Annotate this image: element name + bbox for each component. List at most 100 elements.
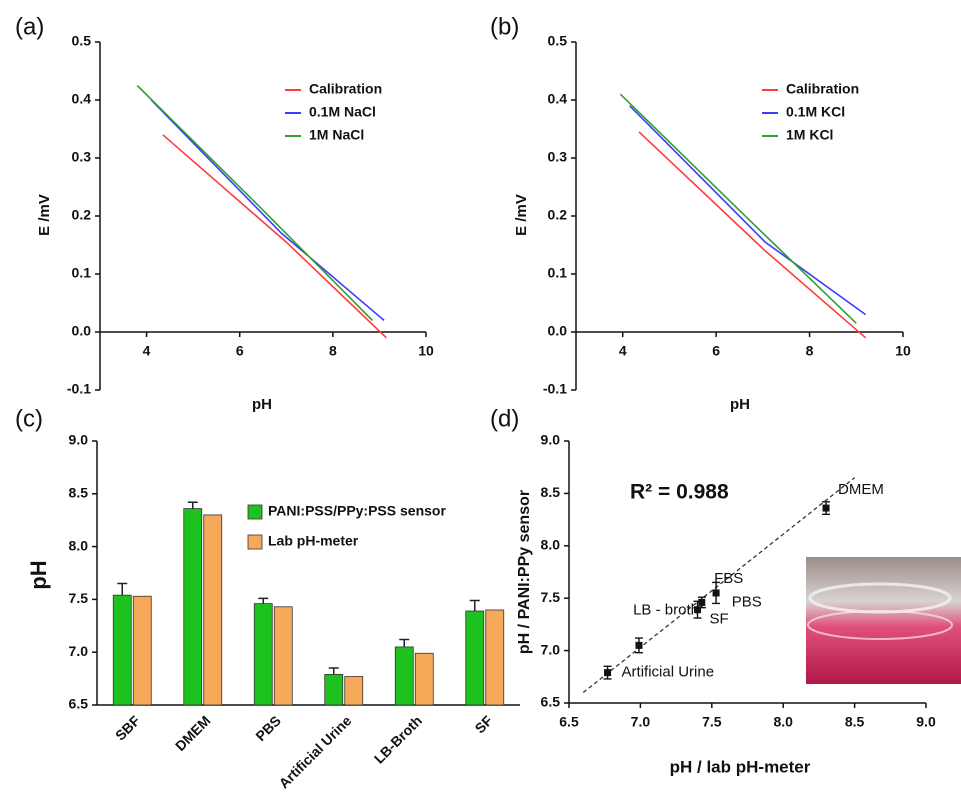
legend-label: PANI:PSS/PPy:PSS sensor [268, 503, 446, 519]
bar [324, 673, 344, 706]
y-tick-label: 0.5 [548, 33, 568, 49]
y-tick-label: 0.2 [548, 207, 568, 223]
point-label: PBS [732, 593, 762, 610]
x-axis-label: pH / lab pH-meter [670, 757, 811, 776]
y-tick-label: 0.1 [548, 265, 568, 281]
y-tick-label: 6.5 [541, 694, 561, 710]
x-tick-label: SBF [112, 712, 143, 743]
error-bar [258, 597, 269, 604]
x-tick-label: 4 [619, 343, 627, 359]
x-axis-label: pH [252, 396, 272, 413]
y-tick-label: 8.5 [69, 485, 89, 501]
x-tick-label: Artificial Urine [276, 712, 355, 791]
y-tick-label: 7.5 [69, 590, 89, 606]
point [712, 589, 720, 597]
point-label: SF [710, 611, 729, 628]
bar [183, 508, 203, 706]
y-tick-label: 6.5 [69, 696, 89, 712]
y-tick-label: 8.0 [541, 537, 561, 553]
bar [414, 652, 434, 706]
point [604, 669, 612, 677]
x-tick-label: 10 [418, 343, 434, 359]
error-bar [117, 582, 128, 596]
x-tick-label: LB-Broth [371, 712, 425, 766]
y-axis-label: pH [26, 560, 51, 589]
x-tick-label: 6 [712, 343, 720, 359]
x-tick-label: 8.5 [845, 714, 865, 730]
legend-label: Calibration [309, 81, 382, 97]
bar [344, 676, 364, 706]
y-tick-label: 7.5 [541, 589, 561, 605]
legend-label: 0.1M KCl [786, 104, 845, 120]
y-tick-label: 0.4 [72, 91, 92, 107]
point-label: DMEM [838, 481, 884, 498]
bar [132, 595, 152, 706]
point [698, 598, 706, 606]
y-tick-label: 0.5 [72, 33, 92, 49]
y-tick-label: 8.0 [69, 537, 89, 553]
y-tick-label: 0.0 [72, 323, 92, 339]
x-tick-label: 7.0 [631, 714, 651, 730]
bar [112, 594, 132, 706]
legend-label: 1M NaCl [309, 127, 364, 143]
x-tick-label: 8.0 [773, 714, 793, 730]
point [822, 504, 830, 512]
point [694, 606, 702, 614]
x-tick-label: 8 [806, 343, 814, 359]
y-tick-label: 8.5 [541, 484, 561, 500]
legend-swatch [247, 504, 263, 520]
series-line [162, 134, 387, 339]
legend-swatch [247, 534, 263, 550]
point [635, 641, 643, 649]
legend-label: 1M KCl [786, 127, 833, 143]
x-tick-label: 6.5 [559, 714, 579, 730]
y-tick-label: 0.3 [72, 149, 92, 165]
point-label: LB - broth [633, 601, 699, 618]
x-tick-label: 8 [329, 343, 337, 359]
series-line [629, 105, 867, 316]
bar [465, 610, 485, 706]
y-tick-label: 9.0 [541, 432, 561, 448]
y-tick-label: 0.4 [548, 91, 568, 107]
y-tick-label: 0.2 [72, 207, 92, 223]
error-bar [187, 501, 198, 509]
bar [203, 514, 223, 706]
y-tick-label: -0.1 [543, 381, 567, 397]
x-tick-label: 10 [895, 343, 911, 359]
point-label: Artificial Urine [622, 664, 715, 681]
x-tick-label: 4 [143, 343, 151, 359]
bar [485, 609, 505, 706]
panel-label: (a) [15, 13, 44, 40]
bar [273, 606, 293, 706]
error-bar [328, 667, 339, 675]
series-line [638, 131, 867, 339]
error-bar [469, 599, 480, 612]
y-axis-label: pH / PANI:PPy sensor [516, 490, 533, 654]
y-tick-label: 0.1 [72, 265, 92, 281]
legend-label: 0.1M NaCl [309, 104, 376, 120]
y-axis-label: E /mV [36, 194, 53, 236]
panel-label: (d) [490, 405, 519, 432]
y-tick-label: 0.0 [548, 323, 568, 339]
x-tick-label: 7.5 [702, 714, 722, 730]
fit-line [582, 477, 856, 694]
y-tick-label: 7.0 [541, 641, 561, 657]
error-bar [399, 638, 410, 647]
x-tick-label: 6 [236, 343, 244, 359]
legend-label: Lab pH-meter [268, 533, 359, 549]
photo-inset [806, 557, 961, 684]
x-tick-label: DMEM [172, 712, 214, 754]
annotation: R² = 0.988 [630, 481, 729, 504]
point-label: FBS [714, 570, 743, 587]
panel-label: (c) [15, 405, 43, 432]
x-axis-label: pH [730, 396, 750, 413]
series-line [136, 84, 374, 321]
panel-label: (b) [490, 13, 519, 40]
y-tick-label: 9.0 [69, 432, 89, 448]
y-axis-label: E /mV [513, 194, 530, 236]
series-line [150, 99, 385, 322]
bar [394, 646, 414, 706]
series-line [619, 93, 857, 324]
